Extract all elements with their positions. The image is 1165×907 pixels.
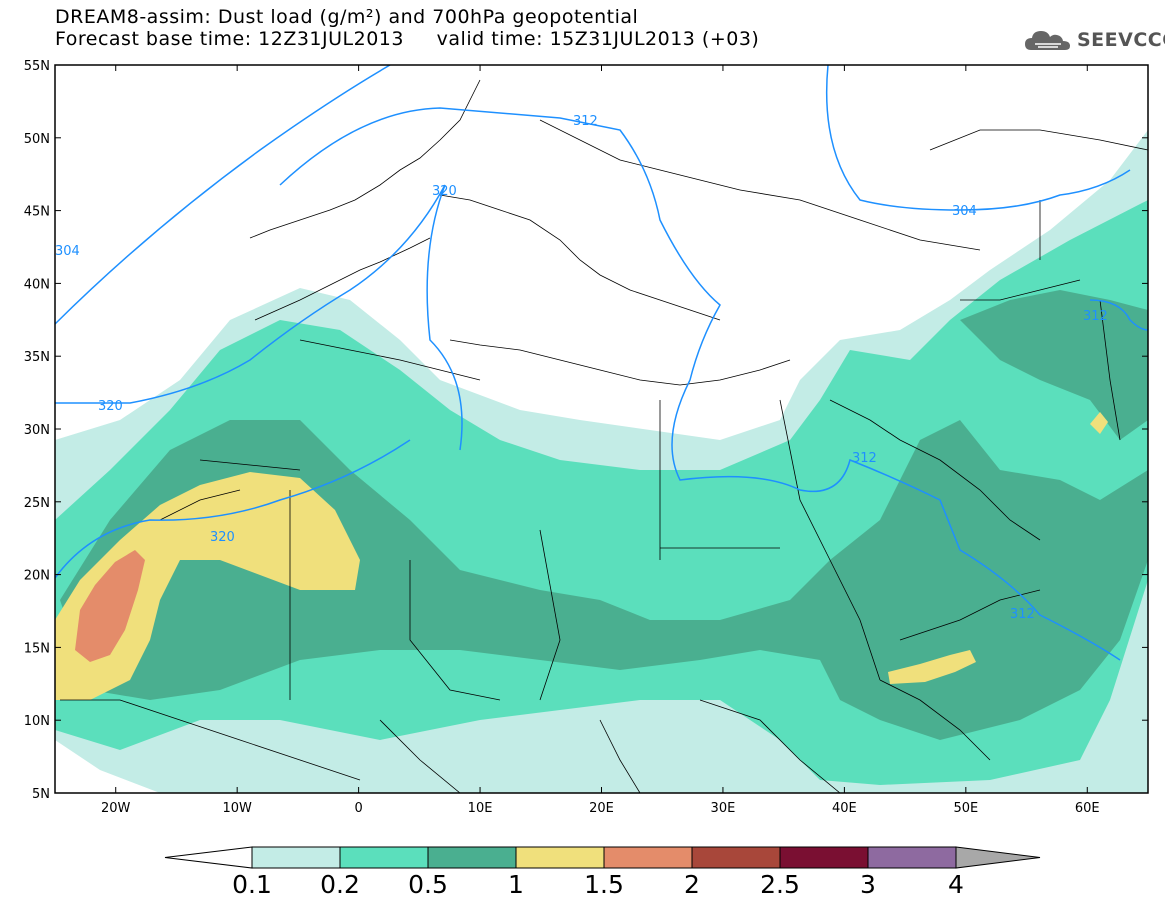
map-title: DREAM8-assim: Dust load (g/m²) and 700hP… — [55, 6, 639, 28]
lon-tick-label: 10E — [468, 801, 493, 816]
colorbar-label: 0.5 — [408, 870, 448, 899]
lat-tick-label: 30N — [24, 423, 50, 438]
lon-tick-label: 50E — [953, 801, 978, 816]
contour-label: 304 — [952, 204, 977, 219]
colorbar-swatch — [603, 846, 693, 869]
colorbar — [164, 846, 1041, 869]
contour-labels: 304 312 320 320 320 312 312 312 304 — [55, 114, 1108, 622]
cloud-icon — [1025, 31, 1070, 50]
contour-label: 304 — [55, 244, 80, 259]
contour-label: 312 — [1010, 607, 1035, 622]
colorbar-over-triangle — [955, 846, 1041, 869]
dust-level-1.5 — [75, 550, 145, 662]
dust-level-0.5 — [60, 420, 1148, 740]
geopotential-contours — [55, 65, 1148, 661]
contour-label: 320 — [98, 399, 123, 414]
colorbar-swatch — [691, 846, 781, 869]
lon-tick-label: 60E — [1075, 801, 1100, 816]
contour-label: 312 — [852, 451, 877, 466]
lon-tick-label: 40E — [832, 801, 857, 816]
lat-tick-label: 5N — [32, 787, 50, 802]
colorbar-label: 0.2 — [320, 870, 360, 899]
lat-tick-label: 40N — [24, 277, 50, 292]
lat-tick-label: 55N — [24, 59, 50, 74]
lon-tick-label: 10W — [222, 801, 252, 816]
colorbar-swatch — [251, 846, 341, 869]
colorbar-label: 1.5 — [584, 870, 624, 899]
colorbar-label: 2 — [684, 870, 700, 899]
lon-tick-label: 30E — [711, 801, 736, 816]
lat-tick-label: 50N — [24, 132, 50, 147]
latitude-axis: 55N 50N 45N 40N 35N 30N 25N 20N 15N 10N 5N — [24, 59, 1148, 802]
contour-label: 320 — [210, 530, 235, 545]
longitude-axis: 20W 10W 0 10E 20E 30E 40E 50E 60E — [101, 65, 1100, 816]
lat-tick-label: 35N — [24, 350, 50, 365]
colorbar-label: 4 — [948, 870, 964, 899]
lon-tick-label: 20E — [589, 801, 614, 816]
colorbar-label: 0.1 — [232, 870, 272, 899]
lat-tick-label: 10N — [24, 714, 50, 729]
dust-level-1-iran — [1090, 412, 1108, 434]
lat-tick-label: 45N — [24, 205, 50, 220]
colorbar-label: 3 — [860, 870, 876, 899]
colorbar-swatch — [427, 846, 517, 869]
lon-tick-label: 20W — [101, 801, 131, 816]
colorbar-swatch — [779, 846, 869, 869]
dust-level-0.5-iran — [960, 290, 1148, 440]
forecast-time-line: Forecast base time: 12Z31JUL2013 valid t… — [55, 28, 760, 50]
contour-label: 312 — [573, 114, 598, 129]
colorbar-under-triangle — [164, 846, 253, 869]
contour-label: 320 — [432, 184, 457, 199]
colorbar-swatch — [867, 846, 957, 869]
dust-level-1 — [55, 472, 360, 700]
lat-tick-label: 25N — [24, 496, 50, 511]
lon-tick-label: 0 — [354, 801, 362, 816]
colorbar-label: 1 — [508, 870, 524, 899]
colorbar-swatch — [339, 846, 429, 869]
lat-tick-label: 20N — [24, 569, 50, 584]
colorbar-swatch — [515, 846, 605, 869]
dust-level-1-yemen — [888, 650, 976, 684]
contour-label: 312 — [1083, 309, 1108, 324]
seevccc-logo: SEEVCCC — [1023, 26, 1165, 56]
colorbar-label: 2.5 — [760, 870, 800, 899]
logo-text: SEEVCCC — [1077, 29, 1165, 51]
lat-tick-label: 15N — [24, 641, 50, 656]
